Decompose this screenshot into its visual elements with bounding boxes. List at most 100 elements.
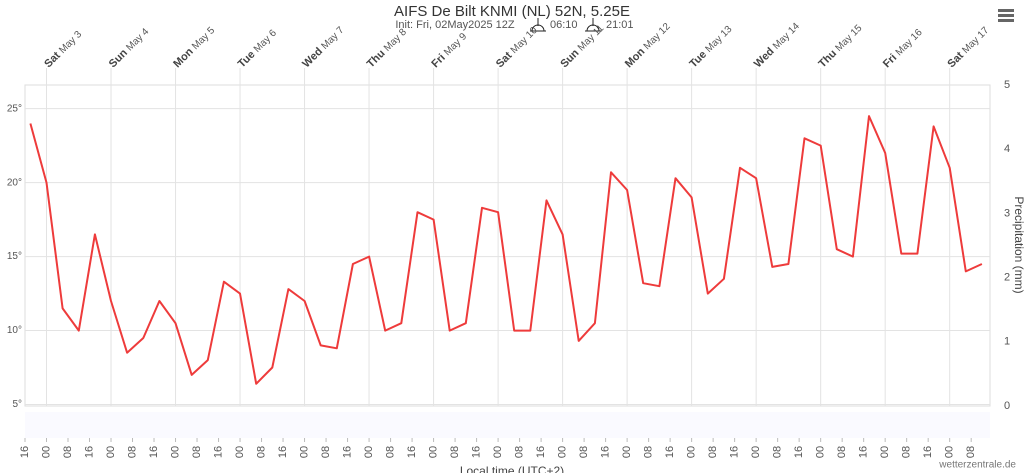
day-name: Thu: [816, 47, 839, 70]
day-date: May 4: [124, 26, 151, 53]
day-label: TueMay 13: [687, 23, 734, 70]
y2-tick-label: 1: [1004, 336, 1010, 348]
x-tick-label: 00: [169, 446, 181, 458]
y2-axis-title: Precipitation (mm): [1012, 196, 1024, 293]
x-tick-label: 00: [944, 446, 956, 458]
day-label: WedMay 7: [300, 24, 346, 70]
sunrise-icon: [530, 18, 546, 32]
day-label: FriMay 16: [881, 26, 925, 70]
y-tick-label: 20°: [7, 177, 22, 188]
x-tick-label: 00: [105, 446, 117, 458]
x-tick-label: 16: [19, 446, 31, 458]
sunrise-time: 06:10: [550, 19, 578, 31]
x-tick-label: 00: [298, 446, 310, 458]
x-tick-label: 16: [858, 446, 870, 458]
day-name: Sun: [107, 47, 130, 70]
day-name: Mon: [171, 46, 196, 71]
x-tick-label: 00: [879, 446, 891, 458]
menu-button[interactable]: [998, 9, 1014, 22]
x-tick-label: 08: [901, 446, 913, 458]
day-name: Wed: [752, 45, 777, 70]
y2-tick-label: 5: [1004, 79, 1010, 91]
x-tick-label: 16: [277, 446, 289, 458]
day-date: May 16: [893, 27, 924, 58]
x-tick-label: 00: [492, 446, 504, 458]
x-tick-label: 00: [234, 446, 246, 458]
day-date: May 11: [576, 22, 607, 53]
day-date: May 15: [833, 22, 864, 53]
x-tick-label: 00: [557, 446, 569, 458]
x-tick-label: 16: [535, 446, 547, 458]
day-name: Sat: [494, 49, 515, 70]
plot-border: [24, 84, 991, 407]
x-tick-label: 08: [965, 446, 977, 458]
y2-tick-label: 3: [1004, 207, 1010, 219]
day-name: Sat: [945, 49, 966, 70]
x-tick-label: 08: [320, 446, 332, 458]
day-name: Tue: [236, 48, 258, 70]
x-tick-label: 00: [621, 446, 633, 458]
y2-tick-label: 2: [1004, 272, 1010, 284]
day-date: May 6: [252, 27, 279, 54]
credit: wetterzentrale.de: [938, 460, 1016, 471]
y2-tick-label: 0: [1004, 400, 1010, 412]
x-tick-label: 08: [384, 446, 396, 458]
x-tick-label: 08: [514, 446, 526, 458]
sunset-icon: [585, 18, 601, 32]
chart-subtitle: Init: Fri, 02May2025 12Z: [395, 19, 515, 31]
day-label: MonMay 5: [171, 24, 217, 70]
day-name: Wed: [300, 45, 325, 70]
y-tick-label: 5°: [12, 399, 22, 410]
day-label: SatMay 3: [42, 28, 84, 70]
x-tick-label: 16: [729, 446, 741, 458]
x-tick-label: 00: [363, 446, 375, 458]
x-tick-label: 00: [750, 446, 762, 458]
x-tick-label: 00: [686, 446, 698, 458]
day-name: Mon: [623, 46, 648, 71]
x-tick-label: 16: [664, 446, 676, 458]
x-tick-label: 08: [836, 446, 848, 458]
day-name: Thu: [365, 47, 388, 70]
x-tick-label: 16: [600, 446, 612, 458]
x-tick-label: 16: [83, 446, 95, 458]
x-tick-label: 08: [707, 446, 719, 458]
x-tick-label: 08: [255, 446, 267, 458]
x-tick-label: 08: [578, 446, 590, 458]
day-date: May 7: [319, 24, 346, 51]
x-tick-label: 00: [815, 446, 827, 458]
x-tick-label: 16: [341, 446, 353, 458]
day-date: May 17: [960, 24, 991, 55]
x-tick-label: 00: [427, 446, 439, 458]
day-date: May 13: [703, 23, 734, 54]
sunset-time: 21:01: [606, 19, 634, 31]
day-label: WedMay 14: [752, 20, 802, 70]
day-name: Sun: [558, 47, 581, 70]
day-label: SunMay 4: [107, 25, 152, 70]
day-date: May 5: [190, 25, 217, 52]
day-date: May 14: [771, 20, 802, 51]
x-tick-label: 08: [772, 446, 784, 458]
x-tick-label: 08: [62, 446, 74, 458]
x-tick-label: 08: [449, 446, 461, 458]
day-label: ThuMay 8: [365, 26, 409, 70]
day-date: May 3: [57, 28, 84, 55]
day-name: Sat: [42, 49, 63, 70]
chart-title: AIFS De Bilt KNMI (NL) 52N, 5.25E: [394, 3, 630, 20]
x-tick-label: 16: [793, 446, 805, 458]
day-date: May 9: [442, 31, 469, 58]
x-tick-label: 16: [922, 446, 934, 458]
day-label: FriMay 9: [429, 30, 469, 70]
temperature-line: [29, 115, 983, 385]
x-tick-label: 16: [148, 446, 160, 458]
y-tick-label: 10°: [7, 325, 22, 336]
y-tick-label: 25°: [7, 103, 22, 114]
day-date: May 12: [641, 21, 672, 52]
day-label: TueMay 6: [236, 27, 279, 70]
x-tick-label: 08: [126, 446, 138, 458]
y2-tick-label: 4: [1004, 143, 1010, 155]
x-tick-label: 16: [212, 446, 224, 458]
x-tick-label: 16: [470, 446, 482, 458]
wind-strip: [25, 412, 990, 438]
day-label: ThuMay 15: [816, 22, 864, 70]
